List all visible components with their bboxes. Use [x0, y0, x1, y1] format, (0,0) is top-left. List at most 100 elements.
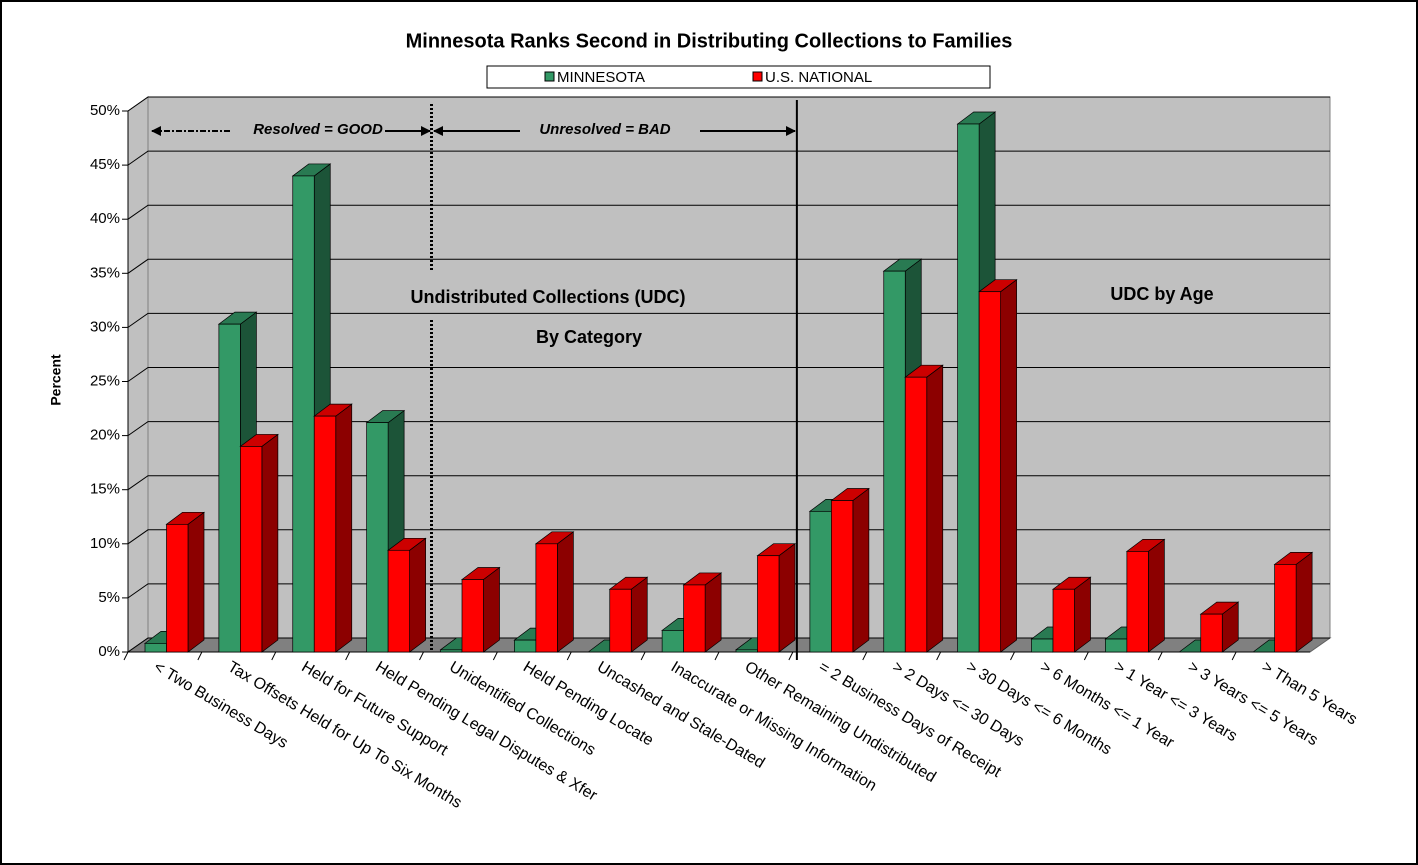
- bar-front: [313, 415, 337, 653]
- y-tick-label: 50%: [90, 102, 120, 119]
- bar-side: [261, 433, 279, 653]
- bar-front: [609, 588, 632, 653]
- y-axis-label: Percent: [48, 354, 64, 406]
- grid-line: [127, 258, 1330, 274]
- x-tick: [1010, 651, 1015, 661]
- y-tick-label: 40%: [90, 210, 120, 227]
- bar-front: [292, 175, 315, 653]
- y-tick-label: 0%: [98, 643, 120, 660]
- bar: [313, 403, 353, 653]
- x-tick: [419, 651, 424, 661]
- bar-side: [852, 487, 870, 653]
- annotation: By Category: [536, 327, 642, 347]
- bar: [1273, 551, 1314, 653]
- bar-front: [957, 123, 980, 653]
- chart-title: Minnesota Ranks Second in Distributing C…: [406, 30, 1013, 52]
- grid-line: [127, 312, 1330, 328]
- x-tick: [492, 651, 498, 661]
- annotation: Undistributed Collections (UDC): [411, 287, 686, 307]
- bar: [978, 278, 1018, 653]
- bar-front: [1126, 551, 1149, 653]
- bar: [682, 572, 723, 653]
- bar-front: [683, 584, 706, 653]
- grid-line: [127, 204, 1330, 220]
- bar: [756, 543, 797, 653]
- bar: [1199, 601, 1240, 653]
- y-tick-label: 10%: [90, 535, 120, 552]
- x-tick: [640, 651, 646, 661]
- bar-front: [514, 639, 537, 653]
- bar-front: [461, 579, 484, 653]
- bar-front: [166, 523, 189, 653]
- bar-side: [926, 364, 944, 653]
- x-tick: [271, 651, 277, 661]
- bar-side: [1295, 551, 1313, 653]
- bar-front: [735, 649, 758, 653]
- legend-swatch: [752, 71, 763, 82]
- bar-front: [883, 270, 906, 653]
- bar-front: [387, 549, 410, 653]
- bar-side: [335, 403, 353, 653]
- bar: [165, 511, 206, 653]
- bar: [830, 487, 870, 653]
- bar-front: [1105, 638, 1128, 653]
- annotation: Resolved = GOOD: [253, 121, 383, 138]
- x-tick: [1157, 651, 1163, 661]
- x-tick: [345, 651, 351, 661]
- x-tick: [936, 651, 942, 661]
- bar-side: [1074, 576, 1091, 653]
- y-tick-label: 45%: [90, 156, 120, 173]
- bar-front: [218, 323, 241, 653]
- bar-side: [630, 576, 648, 653]
- bar: [608, 576, 649, 653]
- x-tick: [123, 651, 129, 661]
- legend-swatch: [544, 71, 555, 82]
- bar-front: [809, 510, 832, 653]
- annotation: Unresolved = BAD: [539, 121, 670, 138]
- y-tick-label: 35%: [90, 264, 120, 281]
- bar-front: [1274, 564, 1297, 653]
- x-tick: [566, 651, 572, 661]
- bar: [904, 364, 944, 653]
- bar-side: [187, 511, 205, 653]
- bar: [534, 531, 575, 653]
- y-tick-label: 15%: [90, 481, 120, 498]
- bar-side: [1148, 538, 1165, 653]
- legend-label: MINNESOTA: [557, 69, 645, 86]
- bar-front: [366, 422, 389, 653]
- y-tick-label: 30%: [90, 318, 120, 335]
- bar-front: [1052, 588, 1075, 653]
- bar-front: [535, 543, 558, 653]
- y-tick-label: 20%: [90, 427, 120, 444]
- bar-side: [409, 537, 426, 653]
- annotation: UDC by Age: [1110, 284, 1213, 304]
- bar-side: [557, 531, 574, 653]
- bar: [460, 566, 501, 653]
- x-tick: [197, 651, 203, 661]
- bar-front: [904, 376, 928, 653]
- bar: [1051, 576, 1092, 653]
- bar-front: [831, 500, 854, 653]
- legend-box: [486, 65, 991, 89]
- bar-front: [144, 642, 167, 653]
- x-tick: [1083, 651, 1089, 661]
- bar-front: [978, 291, 1001, 653]
- y-tick-label: 25%: [90, 372, 120, 389]
- bar-front: [757, 555, 780, 653]
- bar-front: [440, 649, 463, 653]
- bar-front: [240, 446, 263, 653]
- x-tick: [788, 651, 794, 661]
- x-tick: [1231, 651, 1237, 661]
- bar-side: [483, 566, 500, 653]
- legend-label: U.S. NATIONAL: [765, 69, 872, 86]
- bar: [1125, 538, 1166, 653]
- grid-line: [127, 96, 1330, 112]
- bar: [239, 433, 279, 653]
- y-tick-label: 5%: [98, 589, 120, 606]
- bar-front: [661, 630, 684, 653]
- bar: [387, 537, 427, 653]
- grid-line: [127, 150, 1330, 166]
- bar-side: [778, 543, 796, 653]
- x-tick: [714, 651, 720, 661]
